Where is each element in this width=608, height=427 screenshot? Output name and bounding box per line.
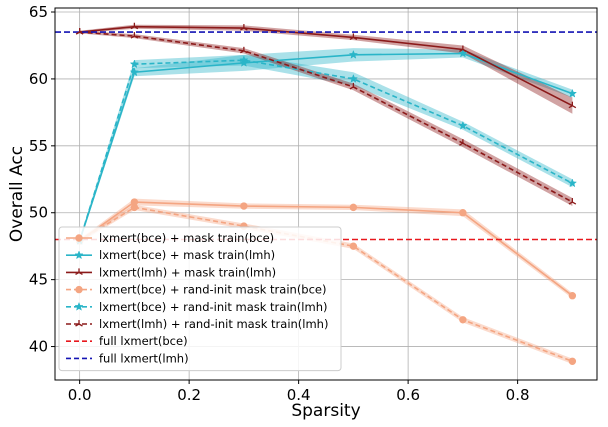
x-tick-label: 0.0 bbox=[68, 386, 92, 404]
x-axis-title: Sparsity bbox=[291, 401, 360, 421]
data-point-marker bbox=[130, 22, 139, 30]
x-tick-label: 0.8 bbox=[506, 386, 530, 404]
data-point-marker bbox=[75, 28, 84, 35]
data-point-marker bbox=[459, 139, 467, 146]
x-tick-label: 0.4 bbox=[287, 386, 311, 404]
data-point-marker bbox=[75, 285, 83, 294]
y-axis-title: Overall Acc bbox=[7, 146, 27, 242]
data-point-marker bbox=[348, 74, 359, 83]
data-point-marker bbox=[459, 209, 467, 217]
data-point-marker bbox=[459, 316, 467, 324]
data-point-marker bbox=[459, 45, 467, 53]
data-point-marker bbox=[75, 234, 83, 242]
data-point-marker bbox=[568, 198, 577, 205]
legend-box bbox=[58, 226, 342, 372]
legend-label: lxmert(bce) + mask train(lmh) bbox=[99, 248, 275, 262]
y-tick-label: 65 bbox=[29, 3, 48, 21]
data-point-marker bbox=[348, 49, 359, 59]
data-point-marker bbox=[75, 268, 83, 275]
y-tick-label: 55 bbox=[29, 137, 48, 155]
data-point-marker bbox=[349, 203, 358, 212]
data-point-marker bbox=[240, 24, 248, 31]
data-point-marker bbox=[349, 242, 358, 250]
confidence-bands bbox=[79, 24, 573, 364]
data-point-marker bbox=[567, 88, 578, 98]
data-point-marker bbox=[568, 357, 577, 365]
y-tick-label: 60 bbox=[29, 70, 48, 88]
data-point-marker bbox=[568, 291, 577, 300]
legend-label: full lxmert(bce) bbox=[99, 334, 188, 348]
data-point-marker bbox=[239, 55, 249, 65]
data-point-marker bbox=[74, 301, 84, 311]
series-line bbox=[78, 52, 573, 242]
legend-label: lxmert(bce) + mask train(bce) bbox=[99, 231, 274, 245]
legend-label: lxmert(lmh) + rand-init mask train(lmh) bbox=[99, 317, 328, 331]
data-point-marker bbox=[458, 48, 468, 58]
series-line bbox=[78, 59, 573, 242]
data-point-marker bbox=[568, 101, 577, 109]
data-point-marker bbox=[75, 320, 83, 327]
legend: lxmert(bce) + mask train(bce) lxmert(bce)… bbox=[58, 226, 342, 372]
legend-label: lxmert(bce) + rand-init mask train(bce) bbox=[99, 283, 326, 297]
series-lines bbox=[78, 25, 573, 363]
x-tick-label: 0.6 bbox=[396, 386, 420, 404]
data-point-marker bbox=[567, 178, 578, 188]
data-point-marker bbox=[130, 32, 139, 39]
axis-ticks: 0.0 0.2 0.4 0.6 0.8 40 45 50 55 60 65 bbox=[29, 3, 530, 404]
data-point-marker bbox=[240, 46, 248, 54]
plot-frame bbox=[54, 7, 598, 381]
data-point-marker bbox=[129, 67, 140, 77]
legend-label: lxmert(bce) + rand-init mask train(lmh) bbox=[99, 300, 327, 314]
data-point-marker bbox=[74, 250, 84, 260]
legend-label: lxmert(lmh) + mask train(lmh) bbox=[99, 265, 276, 279]
confidence-band bbox=[79, 198, 573, 299]
x-tick-label: 0.2 bbox=[177, 386, 201, 404]
data-point-marker bbox=[349, 82, 358, 90]
y-tick-label: 50 bbox=[29, 204, 48, 222]
data-point-marker bbox=[349, 33, 358, 41]
series-markers bbox=[74, 22, 578, 365]
data-point-marker bbox=[239, 57, 249, 67]
confidence-band bbox=[79, 54, 573, 243]
legend-label: full lxmert(lmh) bbox=[99, 351, 189, 365]
series-line bbox=[79, 31, 573, 203]
data-point-marker bbox=[129, 59, 140, 69]
data-point-marker bbox=[458, 120, 468, 130]
confidence-band bbox=[79, 24, 573, 114]
data-point-marker bbox=[130, 203, 139, 212]
series-line bbox=[79, 201, 573, 297]
y-tick-label: 45 bbox=[29, 271, 48, 289]
data-point-marker bbox=[240, 202, 248, 210]
y-tick-label: 40 bbox=[29, 338, 48, 356]
